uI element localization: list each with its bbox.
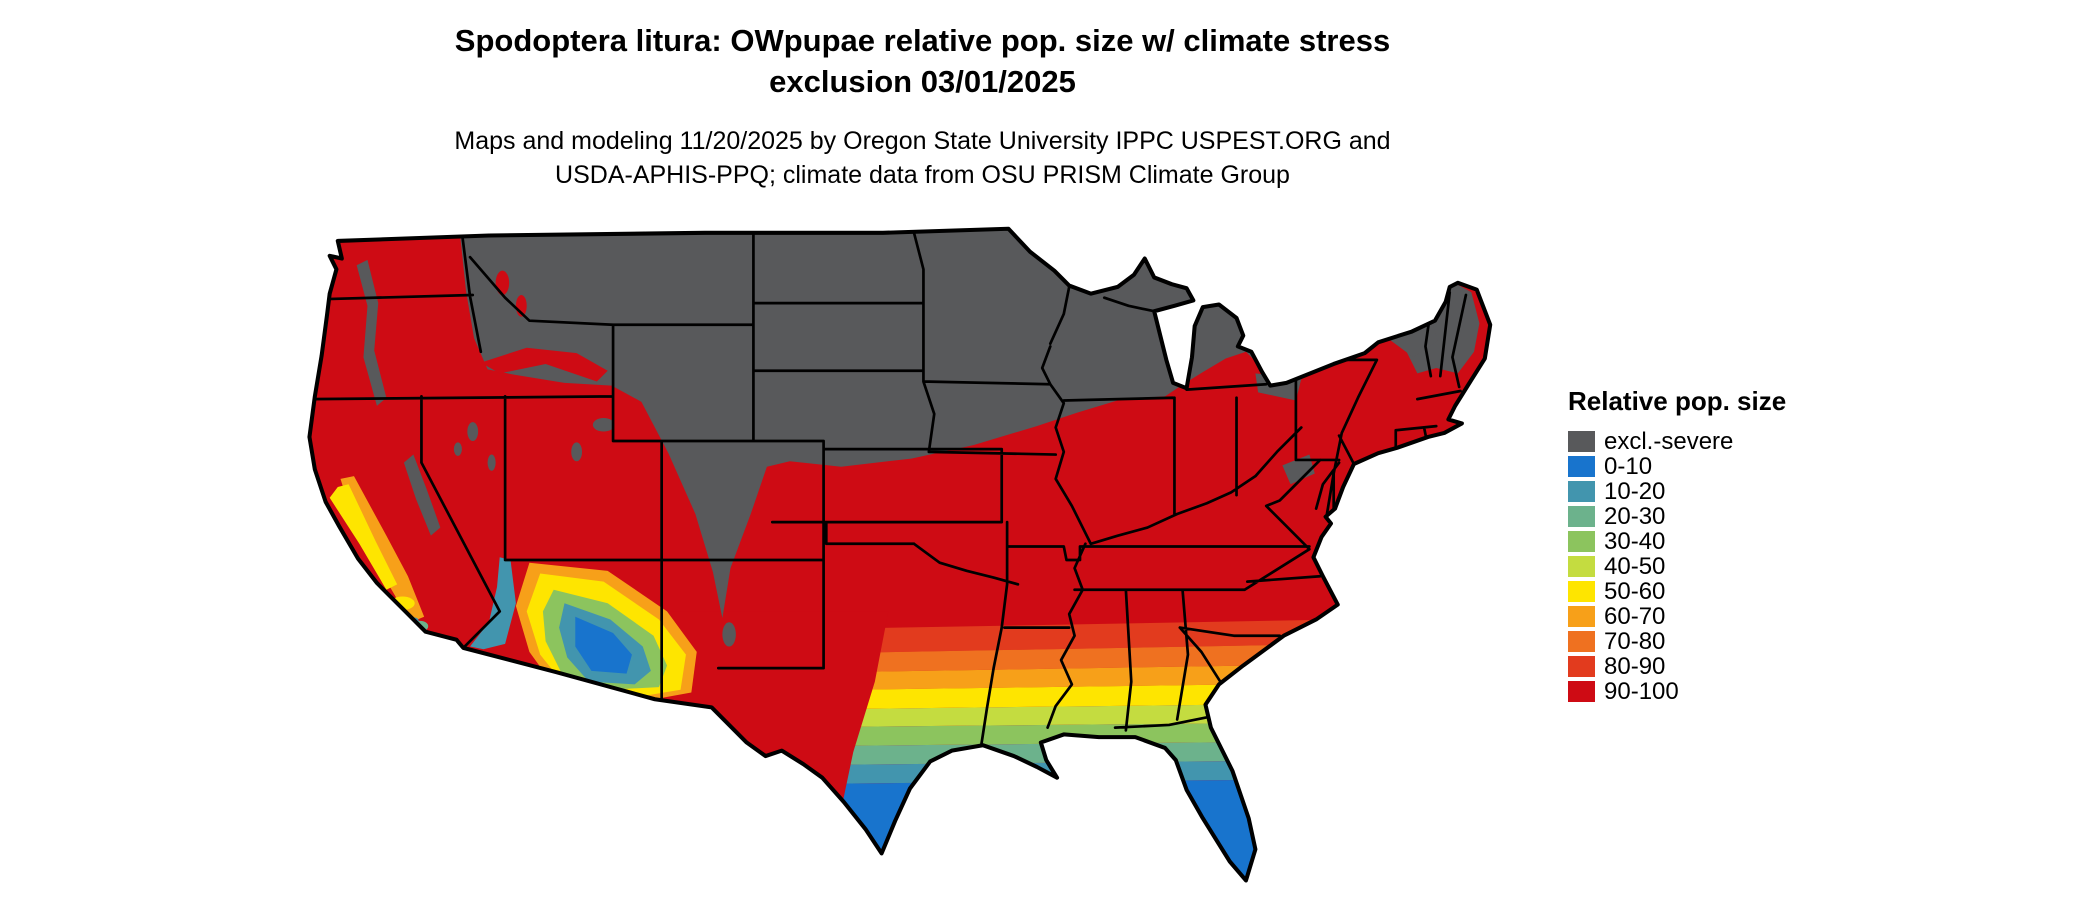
legend-swatch-30-40 xyxy=(1568,531,1595,552)
legend-swatch-70-80 xyxy=(1568,631,1595,652)
legend-label: 60-70 xyxy=(1604,603,1666,630)
legend-label: 30-40 xyxy=(1604,528,1666,555)
legend-entry: 80-90 xyxy=(1568,654,1786,679)
map-subtitle-line1: Maps and modeling 11/20/2025 by Oregon S… xyxy=(454,127,1391,155)
header: Spodoptera litura: OWpupae relative pop.… xyxy=(0,20,1845,192)
map-band-50-60 xyxy=(753,683,1342,711)
map-zone-excluded-fleck xyxy=(467,422,479,442)
map-zone-colorado-river xyxy=(470,557,516,650)
legend-swatch-0-10 xyxy=(1568,456,1595,477)
map-subtitle: Maps and modeling 11/20/2025 by Oregon S… xyxy=(0,124,1845,192)
us-map xyxy=(300,222,1528,898)
legend-swatch-10-20 xyxy=(1568,481,1595,502)
legend-entry: 90-100 xyxy=(1568,679,1786,704)
map-zone-excluded-sierra xyxy=(403,454,441,536)
legend-entry: 70-80 xyxy=(1568,629,1786,654)
map-zone-excluded-cascades xyxy=(356,259,387,406)
legend-label: 10-20 xyxy=(1604,478,1666,505)
map-zone-snake-plain-red xyxy=(480,347,608,382)
map-band-40-50 xyxy=(753,703,1342,728)
legend-swatch-50-60 xyxy=(1568,581,1595,602)
legend-label: excl.-severe xyxy=(1604,428,1734,455)
map-zone-excluded-fleck xyxy=(592,418,615,432)
legend-entry: 60-70 xyxy=(1568,604,1786,629)
legend-label: 40-50 xyxy=(1604,553,1666,580)
map-band-60-70 xyxy=(753,664,1342,692)
legend: Relative pop. size excl.-severe 0-10 10-… xyxy=(1568,386,1786,704)
map-subtitle-line2: USDA-APHIS-PPQ; climate data from OSU PR… xyxy=(555,161,1290,189)
map-zone-arizona-blue xyxy=(575,616,632,674)
map-zone-excluded-west-virginia xyxy=(1282,454,1315,485)
legend-swatch-60-70 xyxy=(1568,606,1595,627)
map-band-30-40 xyxy=(753,722,1342,747)
legend-label: 20-30 xyxy=(1604,503,1666,530)
legend-swatch-excl-severe xyxy=(1568,431,1595,452)
legend-entry: 40-50 xyxy=(1568,554,1786,579)
us-outline xyxy=(307,226,1493,883)
legend-entry: 30-40 xyxy=(1568,529,1786,554)
legend-label: 0-10 xyxy=(1604,453,1653,480)
map-zone-excluded-fleck xyxy=(453,442,462,456)
map-zone-west-texas-red xyxy=(653,611,889,804)
legend-swatch-90-100 xyxy=(1568,681,1595,702)
legend-entry: excl.-severe xyxy=(1568,429,1786,454)
map-zone-excluded-fleck xyxy=(487,454,496,471)
legend-entry: 50-60 xyxy=(1568,579,1786,604)
legend-swatch-40-50 xyxy=(1568,556,1595,577)
legend-swatch-20-30 xyxy=(1568,506,1595,527)
map-zone-montana-valley-red xyxy=(495,270,510,296)
map-zone-excluded-fleck xyxy=(722,622,736,647)
map-band-70-80 xyxy=(753,643,1342,674)
legend-label: 70-80 xyxy=(1604,628,1666,655)
legend-entry: 10-20 xyxy=(1568,479,1786,504)
us-map-svg xyxy=(307,226,1493,883)
map-zone-california-yellow xyxy=(329,484,398,590)
legend-title: Relative pop. size xyxy=(1568,386,1787,416)
legend-swatch-80-90 xyxy=(1568,656,1595,677)
legend-label: 80-90 xyxy=(1604,653,1666,680)
legend-entry: 20-30 xyxy=(1568,504,1786,529)
map-title-line2: exclusion 03/01/2025 xyxy=(769,64,1076,99)
legend-label: 90-100 xyxy=(1604,678,1679,705)
map-zone-excluded-fleck xyxy=(571,442,583,462)
map-title-line1: Spodoptera litura: OWpupae relative pop.… xyxy=(454,23,1391,58)
legend-entry: 0-10 xyxy=(1568,454,1786,479)
legend-label: 50-60 xyxy=(1604,578,1666,605)
